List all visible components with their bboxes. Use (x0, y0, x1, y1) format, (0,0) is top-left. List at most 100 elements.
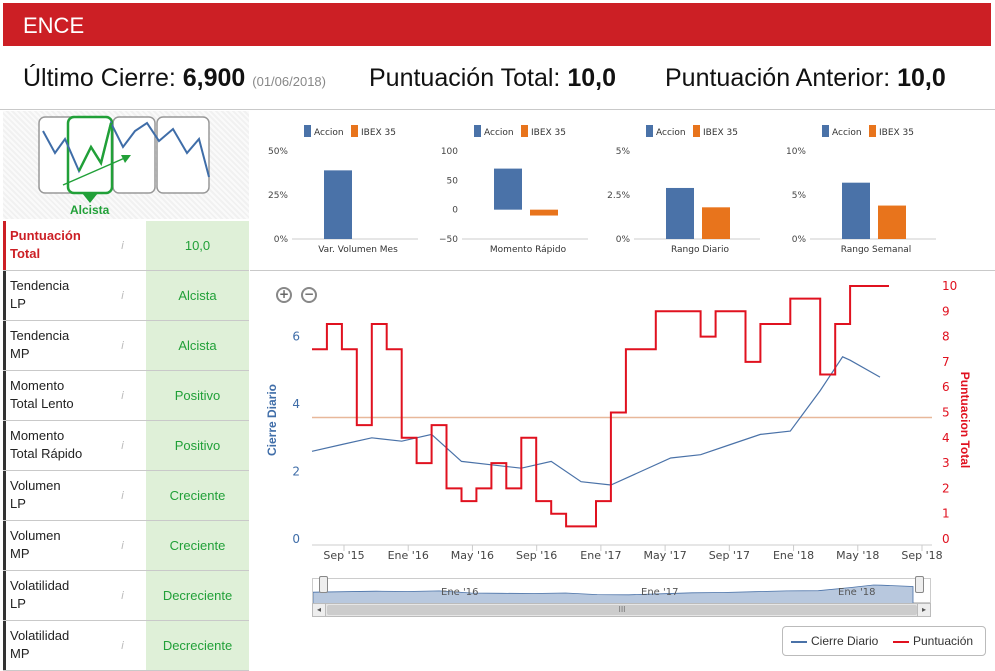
close-swatch (791, 641, 807, 643)
info-icon[interactable]: i (121, 239, 125, 252)
scrollbar[interactable]: ◂ III ▸ (312, 603, 931, 617)
last-close-value: 6,900 (182, 64, 246, 92)
scroll-left-icon[interactable]: ◂ (313, 604, 326, 616)
x-tick-label: Ene '16 (388, 549, 429, 562)
row-label: Momento Total Rápido (3, 421, 146, 470)
mini-chart-svg: Accion IBEX 35 5% 2.5% 0% Rango Diario (607, 125, 760, 255)
bar-ibex (530, 209, 558, 216)
y-tick-label: 0% (616, 235, 631, 245)
info-icon[interactable]: i (121, 439, 125, 452)
trend-label: Alcista (70, 203, 110, 217)
summary-bar: Último Cierre: 6,900 (01/06/2018) Puntua… (0, 48, 995, 110)
row-label-line1: Momento (10, 378, 65, 393)
row-label: Momento Total Lento (3, 371, 146, 420)
legend-swatch-ibex (521, 125, 528, 137)
navigator[interactable]: Ene '16 Ene '17 Ene '18 (312, 576, 931, 605)
series-cierre-diario (311, 356, 881, 486)
mini-chart-rango-semanal: Accion IBEX 35 10% 5% 0% Rango Semanal (776, 118, 941, 258)
row-volumen-mp: Volumen MP i Creciente (3, 521, 249, 571)
legend-close[interactable]: Cierre Diario (811, 634, 879, 648)
row-momento-rapido: Momento Total Rápido i Positivo (3, 421, 249, 471)
legend-label-accion: Accion (832, 128, 862, 138)
scroll-thumb[interactable]: III (327, 605, 917, 615)
total-score: Puntuación Total: 10,0 (369, 64, 616, 93)
row-tendencia-mp: Tendencia MP i Alcista (3, 321, 249, 371)
info-icon[interactable]: i (121, 639, 125, 652)
right-y-tick: 0 (942, 532, 950, 546)
row-value: Alcista (146, 271, 249, 320)
row-momento-lento: Momento Total Lento i Positivo (3, 371, 249, 421)
info-icon[interactable]: i (121, 389, 125, 402)
legend-swatch-accion (822, 125, 829, 137)
y-tick-label: 10% (786, 147, 806, 157)
trend-pointer-icon (82, 193, 98, 203)
total-score-label: Puntuación Total: (369, 64, 561, 92)
legend-label-ibex: IBEX 35 (879, 128, 914, 138)
row-label: Volumen MP (3, 521, 146, 570)
row-label: Tendencia LP (3, 271, 146, 320)
right-axis-title: Puntuacion Total (958, 371, 973, 469)
y-tick-label: 5% (616, 147, 631, 157)
row-value: Creciente (146, 521, 249, 570)
row-label-line2: LP (10, 496, 26, 511)
header-bar: ENCE (3, 3, 991, 46)
zoom-in-icon[interactable]: + (276, 287, 292, 303)
row-label: Tendencia MP (3, 321, 146, 370)
bar-accion (324, 170, 352, 239)
navigator-label: Ene '18 (838, 587, 876, 598)
row-value: Creciente (146, 471, 249, 520)
row-label-line1: Tendencia (10, 278, 70, 293)
row-label-line1: Volatilidad (10, 578, 70, 593)
row-label-line1: Volumen (10, 478, 61, 493)
legend-swatch-ibex (869, 125, 876, 137)
series-puntuacion (312, 285, 889, 528)
mini-chart-momento: Accion IBEX 35 100 50 0 −50 Momento Rápido (428, 118, 593, 258)
legend-swatch-accion (304, 125, 311, 137)
legend-score[interactable]: Puntuación (913, 634, 974, 648)
row-label-line2: Total Lento (10, 396, 74, 411)
trend-arrow-icon (62, 156, 128, 186)
prev-score-label: Puntuación Anterior: (665, 64, 891, 92)
navigator-handle-left[interactable] (319, 576, 328, 593)
legend-label-ibex: IBEX 35 (703, 128, 738, 138)
chart-title: Momento Rápido (490, 245, 567, 255)
bar-accion (494, 168, 522, 210)
navigator-series (312, 584, 914, 605)
zoom-out-icon[interactable]: − (301, 287, 317, 303)
left-y-tick: 0 (292, 532, 300, 546)
row-tendencia-lp: Tendencia LP i Alcista (3, 271, 249, 321)
info-icon[interactable]: i (121, 489, 125, 502)
row-label-line2: LP (10, 596, 26, 611)
row-label: Puntuación Total (3, 221, 146, 270)
trend-illustration (3, 111, 249, 219)
info-icon[interactable]: i (121, 589, 125, 602)
prev-score-value: 10,0 (897, 64, 946, 92)
navigator-handle-right[interactable] (915, 576, 924, 593)
trend-panel-up (66, 115, 114, 195)
last-close-label: Último Cierre: (23, 64, 176, 92)
right-y-tick: 4 (942, 431, 950, 445)
row-label-line2: MP (10, 546, 30, 561)
bar-accion (842, 182, 870, 239)
legend-label-accion: Accion (314, 128, 344, 138)
x-tick-label: Sep '17 (709, 549, 750, 562)
indicator-list: Puntuación Total i 10,0 Tendencia LP i Alc… (3, 221, 249, 671)
right-y-tick: 5 (942, 406, 950, 420)
right-y-tick: 2 (942, 481, 950, 495)
row-label-line2: Total (10, 246, 41, 261)
row-value: Positivo (146, 371, 249, 420)
info-icon[interactable]: i (121, 289, 125, 302)
y-tick-label: 5% (792, 191, 807, 201)
right-y-tick: 10 (942, 279, 957, 293)
info-icon[interactable]: i (121, 539, 125, 552)
row-label-line2: MP (10, 646, 30, 661)
y-tick-label: −50 (439, 235, 458, 245)
info-icon[interactable]: i (121, 339, 125, 352)
y-tick-label: 50% (268, 147, 288, 157)
trend-line (42, 120, 210, 178)
row-value: Positivo (146, 421, 249, 470)
x-tick-label: Sep '15 (323, 549, 364, 562)
y-tick-label: 25% (268, 191, 288, 201)
trend-panel-flat (112, 116, 156, 194)
scroll-right-icon[interactable]: ▸ (917, 604, 930, 616)
